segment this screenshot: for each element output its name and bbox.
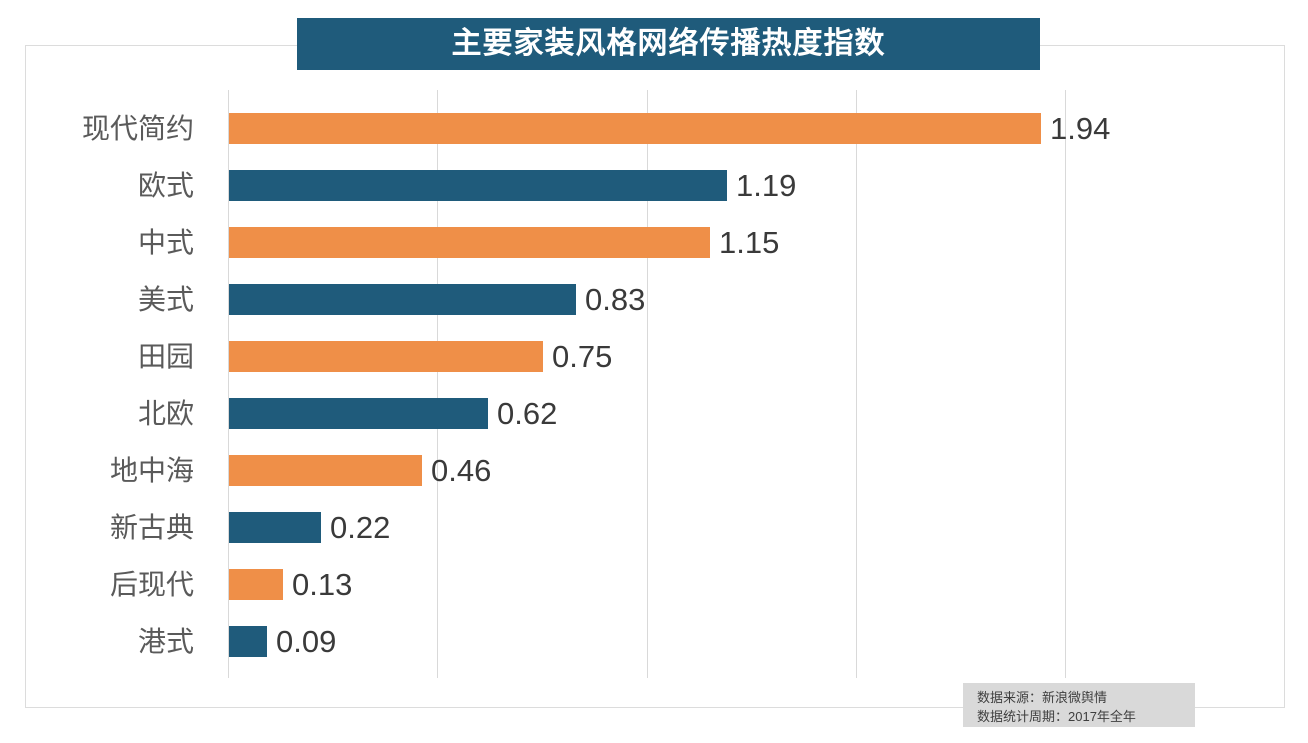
gridline	[647, 90, 648, 678]
category-label: 港式	[137, 626, 194, 657]
bar-row: 欧式 1.19	[138, 157, 1277, 214]
bar[interactable]	[229, 341, 543, 372]
category-label: 中式	[137, 227, 194, 258]
gridline	[437, 90, 438, 678]
source-note-line-2: 数据统计周期：2017年全年	[977, 709, 1136, 724]
bar-row: 现代简约 1.94	[82, 100, 1277, 157]
bar-row: 中式 1.15	[138, 214, 1277, 271]
source-note: 数据来源：新浪微舆情 数据统计周期：2017年全年	[963, 683, 1195, 727]
category-label: 欧式	[137, 170, 194, 201]
category-label: 田园	[137, 341, 194, 372]
category-label: 后现代	[109, 569, 194, 600]
bar-row: 北欧 0.62	[138, 385, 1277, 442]
category-label: 美式	[137, 284, 194, 315]
gridline	[856, 90, 857, 678]
gridline	[1065, 90, 1066, 678]
category-label: 新古典	[109, 512, 194, 543]
bar-value-label: 0.83	[585, 282, 646, 317]
bar[interactable]	[229, 569, 283, 600]
bar-value-label: 0.22	[330, 510, 391, 545]
bar-value-label: 0.13	[292, 567, 353, 602]
category-label: 地中海	[109, 455, 194, 486]
chart-title: 主要家装风格网络传播热度指数	[451, 27, 886, 60]
category-label: 现代简约	[81, 113, 194, 144]
bar-value-label: 0.75	[552, 339, 613, 374]
value-axis-line	[228, 90, 229, 678]
category-label: 北欧	[137, 398, 194, 429]
bar-row: 田园 0.75	[138, 328, 1277, 385]
source-note-line-1: 数据来源：新浪微舆情	[977, 690, 1108, 705]
bar-row: 地中海 0.46	[110, 442, 1277, 499]
bar[interactable]	[229, 398, 488, 429]
bar[interactable]	[229, 227, 710, 258]
bar-value-label: 1.19	[736, 168, 797, 203]
bar-row: 新古典 0.22	[110, 499, 1277, 556]
bar-row: 美式 0.83	[138, 271, 1277, 328]
bar[interactable]	[229, 626, 267, 657]
bar-row: 港式 0.09	[138, 613, 1277, 670]
bar-value-label: 1.94	[1050, 111, 1111, 146]
bar-value-label: 0.62	[497, 396, 558, 431]
bar[interactable]	[229, 512, 321, 543]
bar[interactable]	[229, 170, 727, 201]
bar[interactable]	[229, 113, 1041, 144]
bar-value-label: 1.15	[719, 225, 780, 260]
bar-row: 后现代 0.13	[110, 556, 1277, 613]
chart-title-banner: 主要家装风格网络传播热度指数	[297, 18, 1040, 70]
bar-value-label: 0.09	[276, 624, 337, 659]
plot-area: 现代简约 1.94 欧式 1.19 中式 1.15 美式 0.83 田园 0.75 北欧 0.62 地中…	[82, 90, 1277, 678]
bar[interactable]	[229, 455, 422, 486]
bar[interactable]	[229, 284, 576, 315]
bar-value-label: 0.46	[431, 453, 492, 488]
